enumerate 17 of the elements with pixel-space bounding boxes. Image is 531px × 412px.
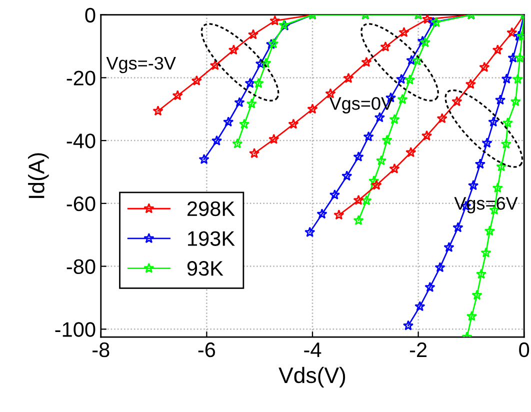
y-tick-label: 0 <box>85 8 96 23</box>
x-tick-label: -4 <box>304 342 322 357</box>
legend-label: 193K <box>188 231 235 246</box>
x-tick-label: 0 <box>519 342 530 358</box>
y-tick-label: -60 <box>66 196 96 212</box>
y-tick-label: -40 <box>66 134 96 148</box>
x-tick-label: -2 <box>410 342 427 357</box>
annotation: Vgs=-3V <box>106 56 176 74</box>
x-tick-label: -6 <box>198 342 216 358</box>
y-tick-label: -100 <box>55 322 96 337</box>
x-tick-label: -8 <box>92 342 110 358</box>
legend-label: 298K <box>187 201 235 216</box>
x-axis-title: Vds(V) <box>278 366 346 388</box>
y-tick-label: -80 <box>66 259 96 274</box>
legend-label: 93K <box>187 261 224 276</box>
y-axis-title: Id(A) <box>28 153 49 198</box>
y-tick-label: -20 <box>66 70 96 86</box>
